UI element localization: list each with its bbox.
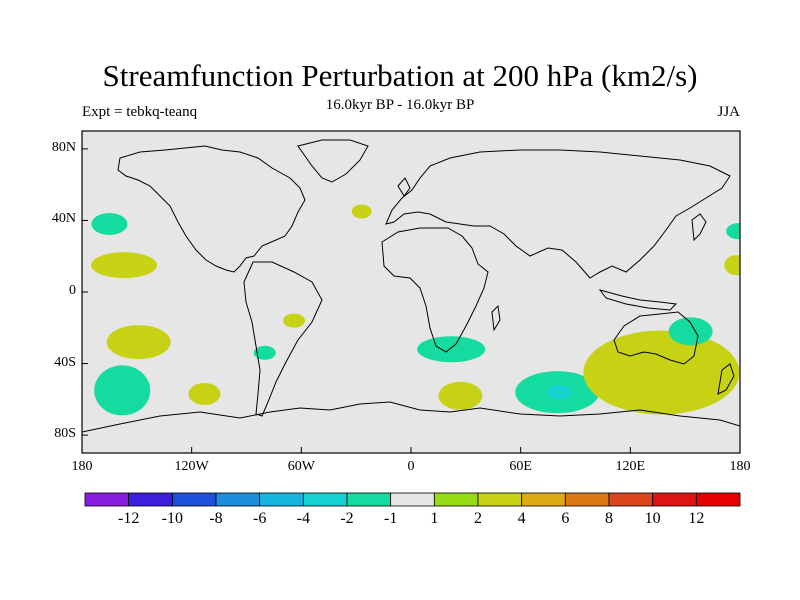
colorbar-label: -12 [117,510,140,527]
coast-uk [397,177,411,197]
coast-south-america [243,261,323,417]
colorbar-box [390,492,435,507]
lon-label: 60W [287,459,315,474]
anomaly-s-indian-core [547,385,572,400]
lat-label: 80S [54,426,76,442]
anomaly-w-pacific-pos [724,255,740,276]
lon-label: 120E [615,459,646,474]
colorbar-label: 1 [430,510,439,527]
colorbar-box [695,492,741,507]
coast-north-america [117,145,306,273]
anomaly-s-indian-pos [438,381,483,410]
lon-label: 60E [509,459,532,474]
experiment-label: Expt = tebkq-teanq [82,104,198,120]
lon-label: 120W [174,459,209,474]
colorbar-label: 6 [561,510,570,527]
colorbar-label: -2 [340,510,354,527]
colorbar-box [564,492,610,507]
colorbar-box [128,492,173,507]
tick-marks [81,148,741,453]
anomaly-n-pacific-neg [91,213,128,236]
coast-greenland [297,139,369,183]
coast-africa [381,227,489,353]
colorbar-box [171,492,217,507]
coast-new-zealand [717,363,735,395]
anomaly-europe-pos [351,204,372,219]
colorbar-box [521,492,566,507]
colorbar-label: -8 [209,510,223,527]
lon-label: 180 [71,459,93,474]
colorbar-label: 12 [688,510,705,527]
lat-label: 80N [51,139,76,155]
anomaly-s-pacific-neg [94,365,151,416]
coast-madagascar [491,304,501,332]
colorbar-box [608,492,654,507]
colorbar-label: 2 [474,510,482,527]
colorbar-box [302,492,348,507]
season-label: JJA [717,104,740,120]
map-subtitle: 16.0kyr BP - 16.0kyr BP [325,97,475,113]
colorbar-box [215,492,261,507]
anomaly-australia-pos [583,330,740,415]
colorbar-box [652,492,697,507]
colorbar-label: -1 [383,510,398,527]
anomaly-s-atlantic-neg [253,345,276,360]
coast-eurasia [385,149,731,279]
colorbar-box [259,492,304,507]
anomaly-s-africa-neg [417,336,486,363]
colorbar-label: 10 [644,510,661,527]
colorbar-label: -6 [252,510,267,527]
map-title: Streamfunction Perturbation at 200 hPa (… [102,58,698,93]
coast-australia [613,311,699,365]
anomaly-se-pacific-pos [188,382,221,405]
anomaly-n-pacific-pos [91,252,158,279]
lon-label: 180 [729,459,751,474]
anomaly-tasman-neg [668,317,713,346]
lon-label: 0 [407,459,415,474]
anomaly-layer [91,204,740,416]
coast-japan [691,213,707,242]
coast-antarctica [82,401,740,433]
colorbar-box [477,492,523,507]
colorbar-box [433,492,479,507]
anomaly-w-pacific-neg [726,223,740,240]
lat-label: 0 [69,283,76,298]
lat-label: 40S [54,354,76,370]
colorbar-label: 8 [605,510,613,527]
colorbar-label: -4 [296,510,310,527]
lat-label: 40N [51,211,76,227]
colorbar [84,492,741,507]
coast-indonesia [598,289,678,311]
colorbar-box [346,492,392,507]
colorbar-label: -10 [161,510,183,527]
colorbar-label: 4 [517,510,526,527]
anomaly-s-america-pos [283,313,306,328]
colorbar-box [84,492,130,507]
coastline-layer [82,139,740,433]
anomaly-s-pacific-pos [106,325,171,360]
